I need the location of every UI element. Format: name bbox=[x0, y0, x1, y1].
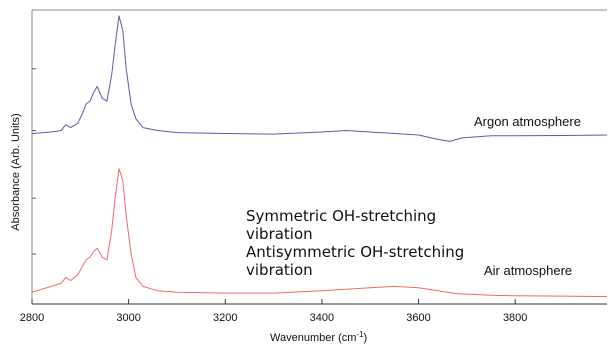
x-axis-ticks: 2800 3000 3200 3400 3600 3800 bbox=[20, 299, 527, 324]
y-axis-ticks bbox=[32, 68, 36, 255]
x-tick-label-3: 3400 bbox=[310, 312, 334, 324]
annotation-line-3: Antisymmetric OH-stretching bbox=[246, 243, 464, 261]
annotation-line-1: Symmetric OH-stretching bbox=[246, 207, 436, 225]
y-axis-title: Absorbance (Arb. Units) bbox=[10, 113, 22, 230]
x-axis-title-suffix: ) bbox=[364, 332, 368, 344]
x-axis-title: Wavenumber (cm-1) bbox=[270, 330, 367, 344]
series-line-air bbox=[31, 168, 608, 298]
x-axis-title-main: Wavenumber (cm bbox=[270, 332, 356, 344]
x-tick-label-2: 3200 bbox=[213, 312, 237, 324]
x-tick-label-5: 3800 bbox=[503, 312, 527, 324]
series-line-argon bbox=[31, 15, 608, 142]
annotation-line-4: vibration bbox=[246, 261, 313, 279]
series-layer bbox=[31, 15, 608, 298]
x-tick-label-4: 3600 bbox=[406, 312, 430, 324]
curve-label-air: Air atmosphere bbox=[484, 263, 572, 278]
x-axis-title-sup: -1 bbox=[356, 330, 364, 339]
plot-frame bbox=[31, 9, 607, 305]
annotation-line-2: vibration bbox=[246, 225, 313, 243]
curve-label-argon: Argon atmosphere bbox=[474, 114, 581, 129]
x-tick-label-0: 2800 bbox=[20, 312, 44, 324]
x-tick-label-1: 3000 bbox=[116, 312, 140, 324]
